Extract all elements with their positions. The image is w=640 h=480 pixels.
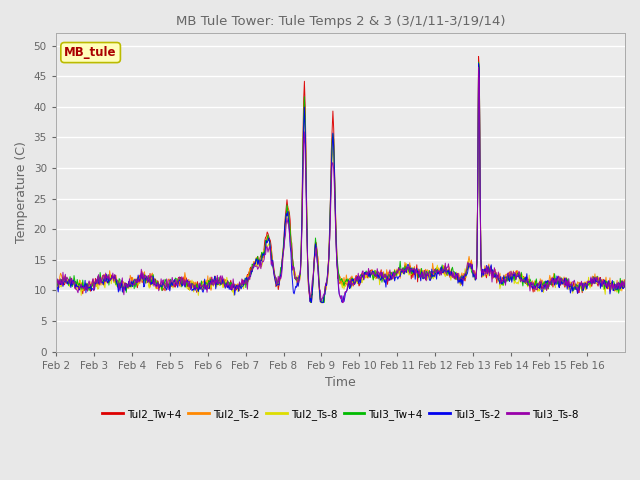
Legend: Tul2_Tw+4, Tul2_Ts-2, Tul2_Ts-8, Tul3_Tw+4, Tul3_Ts-2, Tul3_Ts-8: Tul2_Tw+4, Tul2_Ts-2, Tul2_Ts-8, Tul3_Tw… — [99, 405, 582, 424]
Title: MB Tule Tower: Tule Temps 2 & 3 (3/1/11-3/19/14): MB Tule Tower: Tule Temps 2 & 3 (3/1/11-… — [175, 15, 505, 28]
Y-axis label: Temperature (C): Temperature (C) — [15, 142, 28, 243]
Text: MB_tule: MB_tule — [65, 46, 117, 59]
X-axis label: Time: Time — [325, 376, 356, 389]
